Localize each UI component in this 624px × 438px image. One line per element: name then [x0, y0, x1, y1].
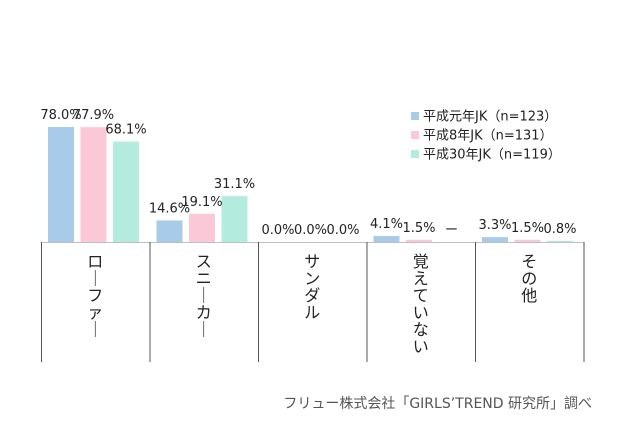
category-label: スニ｜カ｜: [196, 252, 212, 339]
bar: [113, 141, 139, 242]
data-label: 78.0%: [40, 108, 81, 123]
bar: [482, 237, 508, 242]
data-label: 0.8%: [543, 222, 576, 237]
legend-swatch: [411, 150, 419, 158]
legend-swatch: [411, 131, 419, 139]
data-label: 0.0%: [261, 223, 294, 238]
data-label: 0.0%: [326, 223, 359, 238]
data-label: 1.5%: [402, 221, 435, 236]
legend-swatch: [411, 112, 419, 120]
category-label: 覚えていない: [413, 252, 429, 356]
x-axis: [41, 242, 585, 362]
legend: 平成元年JK（n=123） 平成8年JK（n=131） 平成30年JK（n=119）: [411, 110, 561, 163]
data-label: 19.1%: [181, 195, 222, 210]
legend-entry: 平成元年JK（n=123）: [423, 110, 557, 125]
source-credit: フリュー株式会社「GIRLS’TREND 研究所」調べ: [283, 396, 592, 412]
data-label: 31.1%: [214, 177, 255, 192]
bar: [156, 220, 183, 242]
legend-entry: 平成30年JK（n=119）: [423, 148, 561, 163]
data-label: 0.0%: [294, 223, 327, 238]
data-label: 77.9%: [73, 108, 114, 123]
category-label: その他: [521, 252, 537, 305]
bar: [48, 127, 74, 242]
data-label: 14.6%: [149, 201, 190, 216]
category-label: サンダル: [304, 252, 320, 322]
category-labels: ロ｜ファ｜ スニ｜カ｜ サンダル 覚えていない その他: [87, 252, 537, 356]
bar: [80, 127, 107, 242]
data-labels-layer: 78.0%77.9%68.1%14.6%19.1%31.1%0.0% 0.0% 0.…: [40, 108, 576, 238]
data-label: 1.5%: [511, 221, 544, 236]
data-label: 3.3%: [478, 218, 511, 233]
data-label: 4.1%: [370, 217, 403, 232]
bar: [221, 196, 248, 242]
bar: [406, 239, 432, 242]
category-label: ロ｜ファ｜: [87, 252, 103, 339]
bar: [547, 240, 573, 242]
legend-entry: 平成8年JK（n=131）: [423, 129, 553, 144]
data-label: ー: [445, 223, 458, 238]
bar: [514, 239, 541, 242]
bars-layer: [48, 127, 573, 242]
data-label: 68.1%: [105, 123, 146, 138]
bar: [189, 213, 215, 242]
bar: [373, 235, 400, 242]
